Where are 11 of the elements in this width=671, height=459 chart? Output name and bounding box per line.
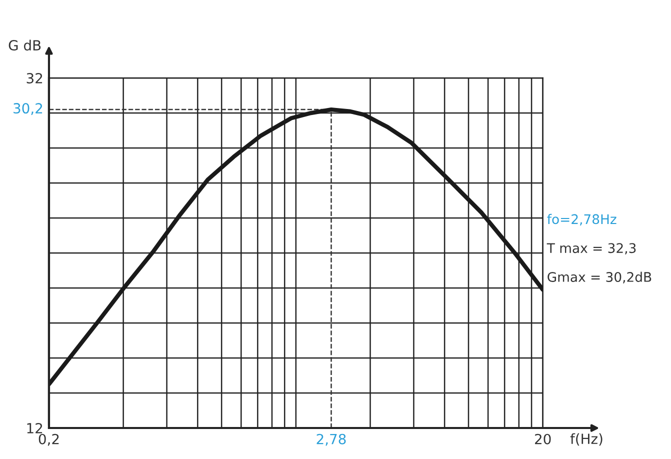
ref-line-label: 2,78: [316, 434, 346, 446]
x-axis-title: f(Hz): [570, 433, 602, 446]
text: T max = 32,3: [546, 243, 636, 254]
text: fo=2,78Hz: [547, 214, 616, 226]
text: Gmax = 30,2dB: [548, 272, 652, 284]
x-tick-label: 0,2: [38, 434, 59, 446]
ref-line-label: 30,2: [14, 103, 42, 115]
y-tick-label: 12: [27, 422, 42, 434]
y-axis-title: G dB: [8, 40, 41, 51]
y-tick-label: 32: [26, 73, 42, 84]
x-tick-label: 20: [535, 434, 551, 444]
